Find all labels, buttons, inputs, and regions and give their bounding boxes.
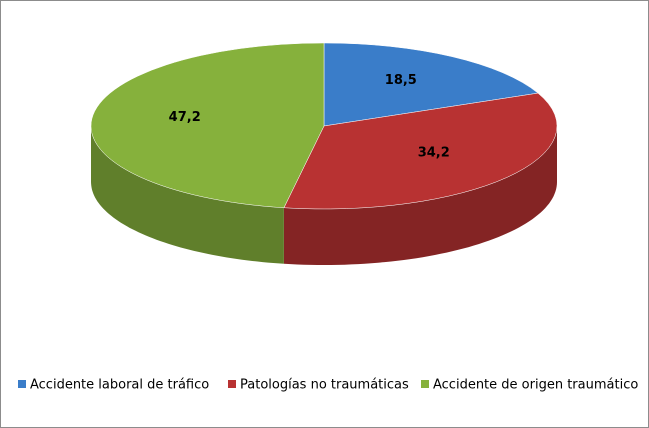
slice-side — [91, 126, 284, 264]
value-label: 47,2 — [169, 110, 201, 125]
legend-swatch — [421, 380, 429, 388]
legend-label: Accidente de origen traumático — [433, 378, 638, 393]
slice — [90, 42, 325, 209]
legend-label: Accidente laboral de tráfico — [30, 378, 209, 393]
legend-label: Patologías no traumáticas — [240, 378, 409, 393]
slice — [323, 42, 539, 127]
legend-swatch — [228, 380, 236, 388]
value-label: 34,2 — [418, 145, 450, 160]
value-label: 18,5 — [385, 73, 417, 88]
slice — [283, 92, 558, 210]
legend-swatch — [18, 380, 26, 388]
slice-side — [283, 126, 557, 265]
